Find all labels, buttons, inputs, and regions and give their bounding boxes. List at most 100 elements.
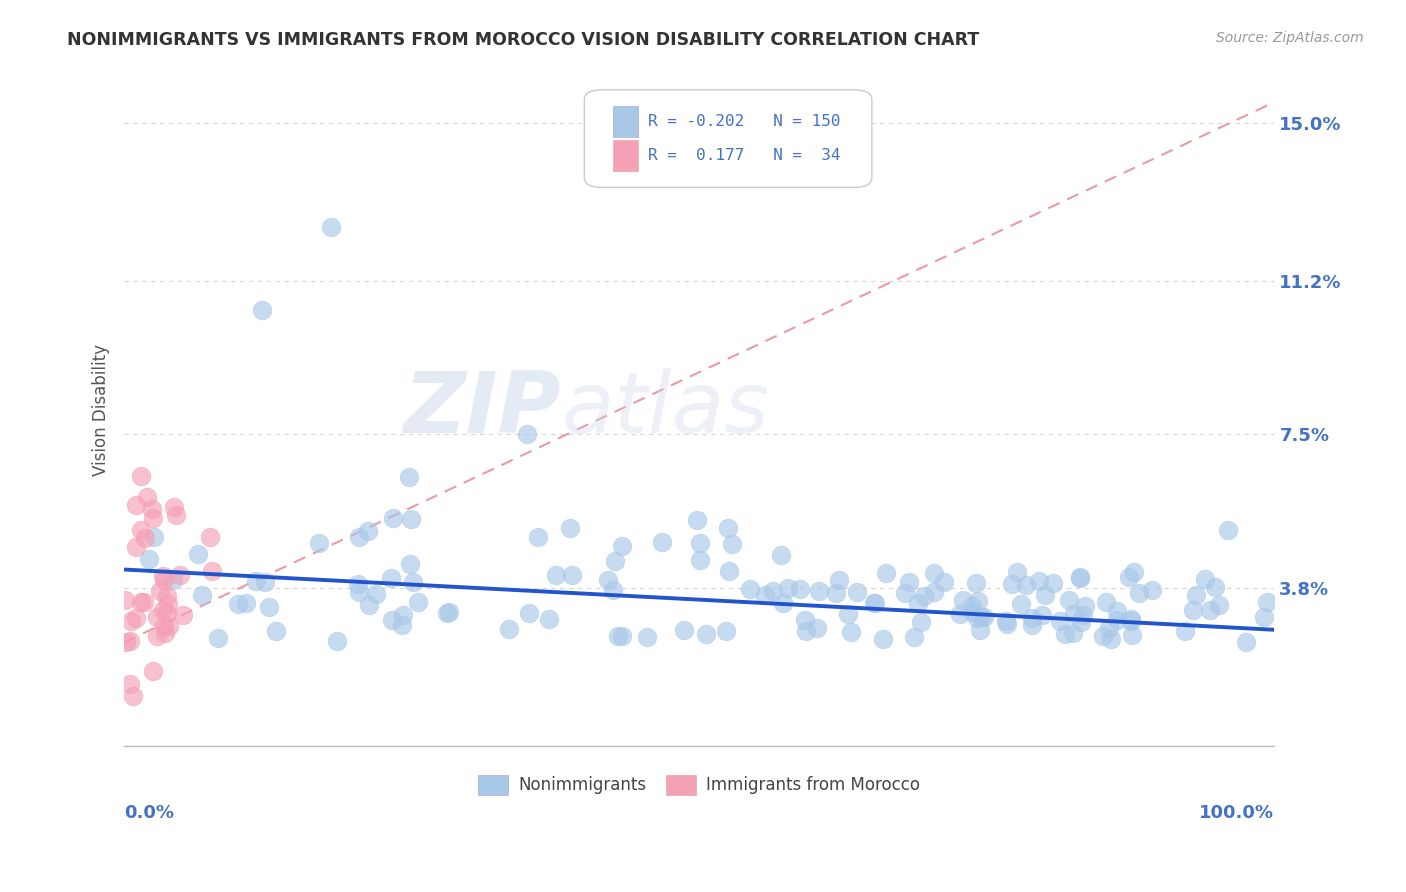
Point <box>347 530 370 544</box>
Point <box>125 540 148 554</box>
Point <box>134 532 156 546</box>
Point <box>156 606 179 620</box>
Point <box>1049 614 1071 628</box>
Point <box>966 594 988 608</box>
Point <box>131 469 153 483</box>
FancyBboxPatch shape <box>613 141 638 170</box>
Point <box>894 586 917 600</box>
Point <box>1001 576 1024 591</box>
Point <box>1099 632 1122 647</box>
Point <box>1005 566 1028 580</box>
Point <box>1128 586 1150 600</box>
Point <box>949 607 972 621</box>
Point <box>1121 628 1143 642</box>
Point <box>382 511 405 525</box>
Point <box>141 501 163 516</box>
Point <box>718 564 741 578</box>
Point <box>1069 570 1091 584</box>
Point <box>325 634 347 648</box>
Point <box>191 589 214 603</box>
Point <box>689 553 711 567</box>
Point <box>380 571 402 585</box>
Point <box>558 521 581 535</box>
Point <box>828 573 851 587</box>
Point <box>1107 613 1129 627</box>
Point <box>1194 572 1216 586</box>
Point <box>907 596 929 610</box>
Point <box>132 595 155 609</box>
Point <box>527 530 550 544</box>
Point <box>689 536 711 550</box>
Point <box>226 597 249 611</box>
Point <box>673 624 696 638</box>
Point <box>402 575 425 590</box>
Point <box>253 574 276 589</box>
Point <box>903 630 925 644</box>
Point <box>1074 599 1097 613</box>
Point <box>153 619 176 633</box>
Point <box>897 574 920 589</box>
Point <box>969 623 991 637</box>
Point <box>1031 607 1053 622</box>
Point <box>1098 621 1121 635</box>
Point <box>516 427 538 442</box>
FancyBboxPatch shape <box>585 90 872 187</box>
Point <box>115 634 138 648</box>
Point <box>610 629 633 643</box>
Point <box>142 665 165 679</box>
Point <box>120 634 142 648</box>
Text: Source: ZipAtlas.com: Source: ZipAtlas.com <box>1216 31 1364 45</box>
Y-axis label: Vision Disability: Vision Disability <box>93 343 110 475</box>
Point <box>308 536 330 550</box>
Point <box>932 575 955 590</box>
Point <box>651 534 673 549</box>
Point <box>153 574 176 588</box>
Point <box>120 614 142 628</box>
Text: R = -0.202   N = 150: R = -0.202 N = 150 <box>648 114 839 129</box>
Point <box>346 577 368 591</box>
Point <box>686 513 709 527</box>
Text: R =  0.177   N =  34: R = 0.177 N = 34 <box>648 148 839 163</box>
Point <box>165 508 187 522</box>
Point <box>163 500 186 514</box>
Point <box>825 586 848 600</box>
Point <box>544 567 567 582</box>
Point <box>235 596 257 610</box>
Point <box>146 629 169 643</box>
Point <box>846 585 869 599</box>
Point <box>152 603 174 617</box>
Point <box>1095 595 1118 609</box>
Point <box>603 554 626 568</box>
Point <box>994 614 1017 628</box>
Point <box>207 631 229 645</box>
Point <box>538 612 561 626</box>
Point <box>172 607 194 622</box>
Point <box>875 566 897 580</box>
Point <box>789 582 811 596</box>
Point <box>156 589 179 603</box>
Point <box>259 599 281 614</box>
Point <box>1042 576 1064 591</box>
Point <box>1181 603 1204 617</box>
Point <box>138 551 160 566</box>
Point <box>142 510 165 524</box>
Point <box>1199 603 1222 617</box>
Text: NONIMMIGRANTS VS IMMIGRANTS FROM MOROCCO VISION DISABILITY CORRELATION CHART: NONIMMIGRANTS VS IMMIGRANTS FROM MOROCCO… <box>67 31 980 49</box>
Point <box>114 593 136 607</box>
Point <box>142 530 165 544</box>
Point <box>596 573 619 587</box>
Point <box>391 617 413 632</box>
Point <box>399 557 422 571</box>
Text: ZIP: ZIP <box>404 368 561 451</box>
Point <box>398 470 420 484</box>
Point <box>776 582 799 596</box>
Point <box>952 593 974 607</box>
Point <box>922 566 945 580</box>
Point <box>1123 565 1146 579</box>
Point <box>125 498 148 512</box>
Point <box>436 606 458 620</box>
Point <box>1208 599 1230 613</box>
Point <box>1070 615 1092 629</box>
Point <box>962 605 984 619</box>
Point <box>157 619 180 633</box>
